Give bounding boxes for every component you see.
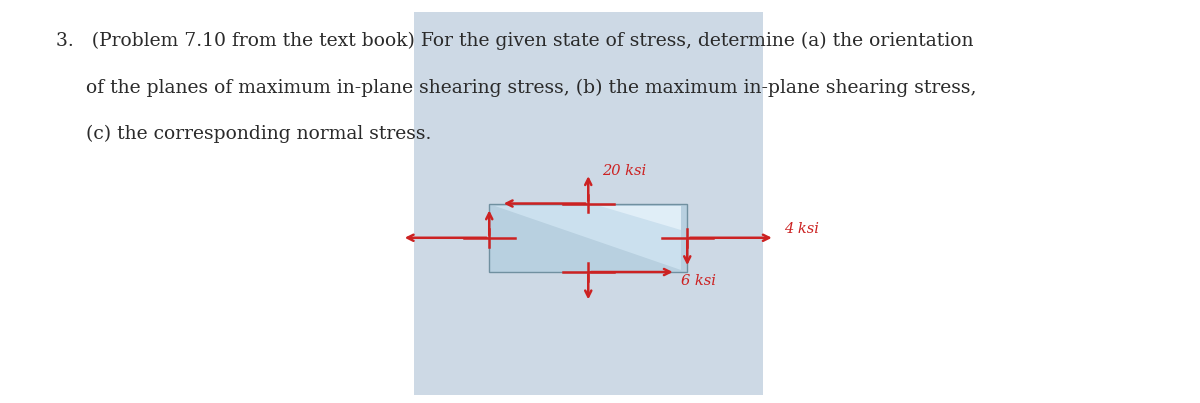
Text: (c) the corresponding normal stress.: (c) the corresponding normal stress. — [56, 125, 431, 143]
Text: of the planes of maximum in-plane shearing stress, (b) the maximum in-plane shea: of the planes of maximum in-plane sheari… — [56, 79, 977, 97]
Text: 20 ksi: 20 ksi — [602, 164, 647, 178]
Text: 3.   (Problem 7.10 from the text book) For the given state of stress, determine : 3. (Problem 7.10 from the text book) For… — [56, 32, 973, 50]
Polygon shape — [496, 206, 682, 270]
Polygon shape — [600, 206, 682, 230]
Bar — [414, 12, 763, 395]
Text: 4 ksi: 4 ksi — [784, 222, 818, 236]
Bar — [490, 204, 688, 272]
Text: 6 ksi: 6 ksi — [682, 274, 716, 288]
